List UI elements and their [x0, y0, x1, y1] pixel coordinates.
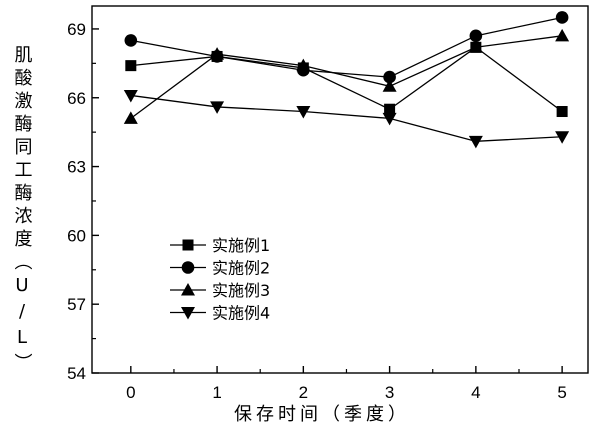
legend-item: 实施例2 [170, 259, 270, 278]
series-3 [123, 28, 570, 124]
data-point [555, 11, 569, 24]
data-point [382, 112, 397, 126]
series-4 [123, 89, 570, 149]
data-point [555, 131, 570, 144]
x-tick-label: 3 [385, 383, 394, 402]
data-point [123, 111, 138, 124]
data-point [125, 60, 137, 72]
series-line [130, 94, 563, 142]
legend-label: 实施例1 [212, 236, 270, 255]
data-point [382, 79, 397, 92]
legend-item: 实施例3 [170, 281, 270, 300]
y-tick-label: 63 [67, 158, 86, 177]
data-point [555, 28, 570, 42]
data-point [296, 106, 311, 119]
y-tick-label: 60 [67, 226, 86, 245]
y-axis-title: 肌酸激酶同工酶浓度（U/L） [12, 45, 33, 376]
data-point [468, 135, 483, 149]
legend-item: 实施例4 [170, 304, 270, 323]
data-point [383, 70, 396, 84]
series-line [130, 16, 563, 78]
x-tick-label: 2 [299, 383, 308, 402]
data-point [210, 47, 225, 60]
y-tick-label: 54 [67, 364, 86, 383]
legend: 实施例1 实施例2 实施例3 实施例4 [170, 236, 270, 323]
legend-marker [181, 307, 195, 320]
data-point [210, 101, 225, 114]
y-tick-label: 66 [67, 89, 86, 108]
plot-frame [91, 5, 589, 374]
y-axis: 54 57 60 63 66 69 [67, 20, 99, 383]
x-axis: 0 1 2 3 4 5 [126, 366, 567, 402]
data-point [123, 89, 138, 103]
series-line [130, 35, 563, 119]
x-axis-title: 保存时间（季度） [234, 404, 410, 425]
legend-item: 实施例1 [170, 236, 270, 255]
legend-label: 实施例2 [212, 259, 270, 278]
data-point [469, 29, 483, 43]
series-layer [123, 11, 570, 149]
data-point [384, 103, 396, 115]
series-2 [124, 11, 569, 84]
y-tick-label: 57 [67, 295, 86, 314]
x-tick-label: 1 [212, 383, 221, 402]
legend-label: 实施例4 [212, 304, 270, 323]
data-point [124, 34, 138, 47]
series-1 [125, 41, 568, 118]
data-point [556, 106, 568, 118]
y-tick-label: 69 [67, 20, 86, 39]
legend-marker [182, 239, 194, 251]
x-tick-label: 5 [557, 383, 566, 402]
x-tick-label: 4 [471, 383, 480, 402]
legend-marker [181, 283, 195, 296]
x-tick-label: 0 [126, 383, 135, 402]
plot-border [91, 5, 589, 374]
axis-titles: 保存时间（季度） 肌酸激酶同工酶浓度（U/L） [12, 45, 410, 425]
legend-marker [181, 261, 195, 274]
data-point [468, 40, 483, 53]
data-point [296, 58, 311, 72]
legend-label: 实施例3 [212, 281, 270, 300]
series-line [130, 46, 563, 113]
